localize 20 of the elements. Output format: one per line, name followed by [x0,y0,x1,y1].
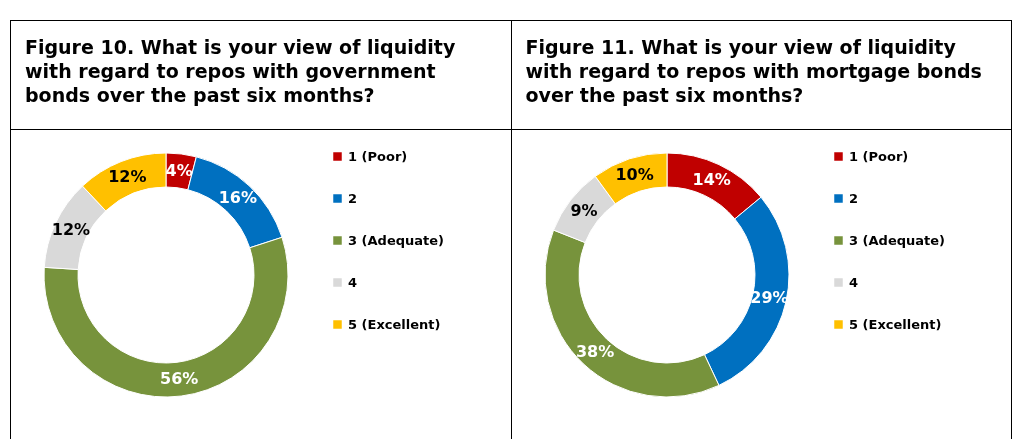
legend-label: 4 [848,274,858,290]
legend-label: 2 [348,190,358,206]
legend-label: 3 (Adequate) [348,232,445,248]
legend-label: 2 [848,190,858,206]
data-label: 9% [569,200,598,220]
data-label: 16% [218,188,258,208]
data-label: 56% [160,369,199,389]
chart-title: Figure 11. What is your view of liquidity with regard to repos with mortgage bonds over the past six months? [511,20,1011,130]
chart-title: Figure 10. What is your view of liquidity with regard to repos with government bonds over the past six months? [11,20,511,130]
data-label: 12% [108,167,147,187]
legend-label: 1 (Poor) [848,148,908,164]
legend-label: 3 (Adequate) [848,232,945,248]
data-label: 10% [614,165,654,185]
data-label: 38% [575,341,614,361]
legend-label: 1 (Poor) [348,148,408,164]
legend-label: 4 [348,274,358,290]
data-label: 12% [51,220,91,240]
legend-label: 5 (Excellent) [348,316,441,332]
data-label: 14% [692,169,731,189]
legend-label: 5 (Excellent) [848,316,941,332]
